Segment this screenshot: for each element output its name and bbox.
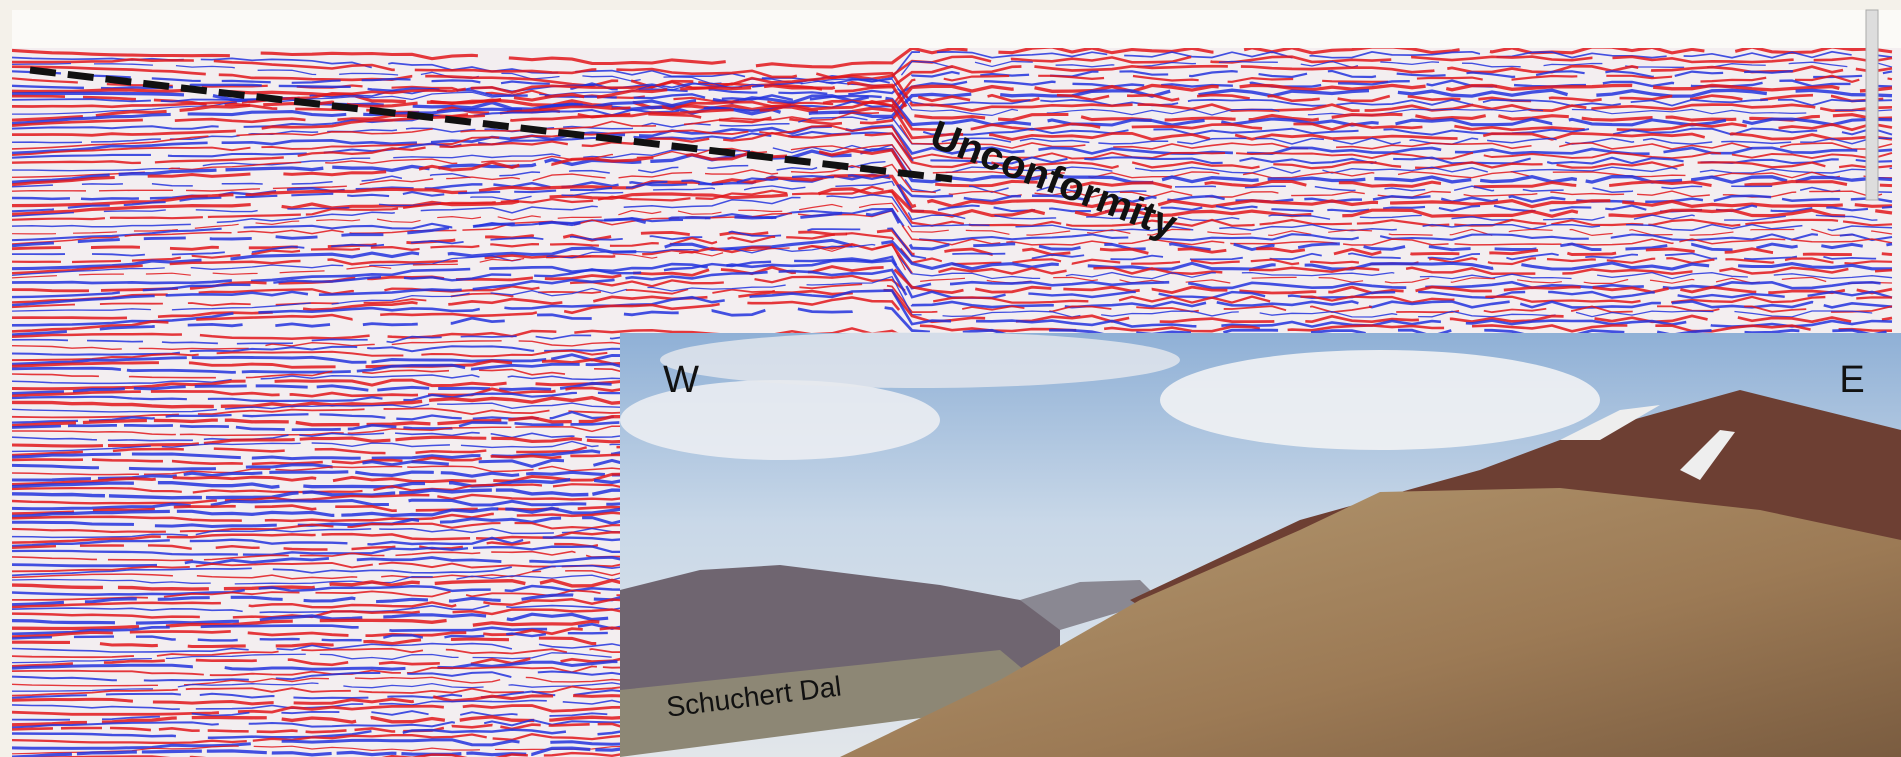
west-label: W bbox=[663, 359, 699, 401]
side-bar bbox=[1866, 10, 1878, 200]
header-strip bbox=[12, 10, 1901, 52]
figure: Unconformity W E Schuchert Dal bbox=[0, 0, 1901, 757]
cloud bbox=[1160, 350, 1600, 450]
east-label: E bbox=[1839, 359, 1864, 401]
cloud bbox=[660, 332, 1180, 388]
photo-inset: W E Schuchert Dal bbox=[620, 332, 1901, 757]
